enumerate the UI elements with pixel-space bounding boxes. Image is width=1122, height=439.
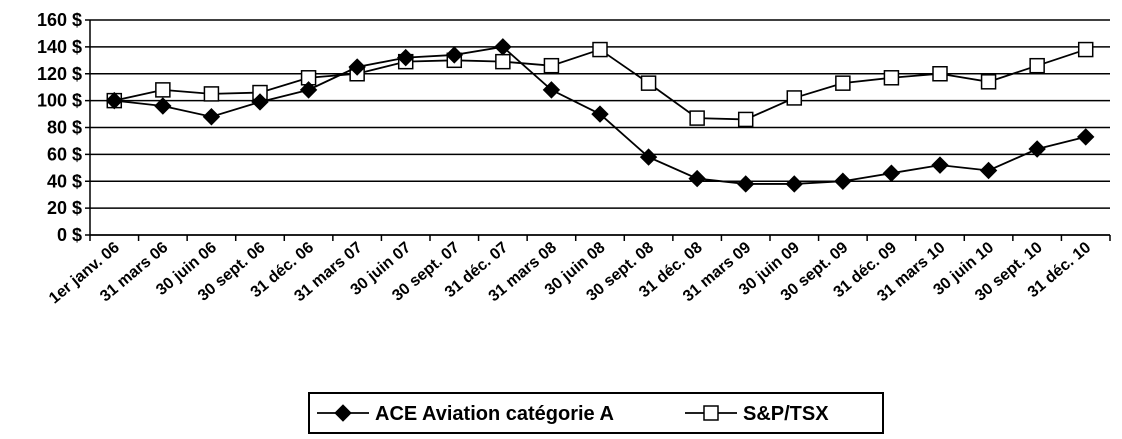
data-point-diamond	[1077, 128, 1095, 146]
data-point-square	[203, 86, 220, 102]
legend-entry-1: S&P/TSX	[685, 403, 829, 425]
data-point-diamond	[834, 172, 852, 190]
data-point-diamond	[251, 93, 269, 111]
data-point-diamond	[979, 161, 998, 180]
legend-box	[308, 392, 884, 434]
data-point-square	[737, 111, 754, 128]
legend-entry-0: ACE Aviation catégorie A	[317, 403, 614, 425]
y-tick-label: 60 $	[47, 144, 82, 164]
data-point-diamond	[348, 58, 366, 76]
data-point-square	[1077, 41, 1094, 58]
data-point-diamond	[154, 97, 172, 115]
data-point-square	[703, 405, 719, 421]
data-point-square	[689, 110, 705, 126]
data-point-diamond	[397, 48, 415, 67]
y-tick-label: 20 $	[47, 198, 82, 218]
y-tick-label: 40 $	[47, 171, 82, 191]
data-point-diamond	[639, 148, 658, 166]
y-tick-label: 80 $	[47, 118, 82, 138]
data-point-diamond	[688, 169, 706, 188]
data-point-square	[495, 53, 511, 70]
y-tick-labels: 0 $ 20 $ 40 $ 60 $ 80 $ 100 $ 120 $ 140 $ 160 $	[37, 10, 82, 245]
data-point-square	[640, 75, 657, 91]
data-point-diamond	[882, 164, 901, 182]
data-point-square	[932, 66, 948, 82]
data-point-diamond	[737, 175, 755, 193]
y-tick-label: 120 $	[37, 64, 82, 84]
y-tick-label: 100 $	[37, 91, 82, 111]
data-point-diamond	[494, 38, 512, 56]
series-1	[106, 41, 1094, 128]
data-point-square	[883, 70, 900, 86]
series	[105, 38, 1095, 193]
data-point-square	[155, 82, 171, 98]
legend: ACE Aviation catégorie A S&P/TSX	[308, 392, 884, 434]
data-point-square	[543, 57, 560, 74]
data-point-square	[980, 74, 997, 90]
data-point-square	[835, 75, 851, 91]
data-point-square	[1029, 57, 1045, 74]
series-0	[105, 38, 1095, 193]
data-point-diamond	[542, 81, 561, 99]
legend-label: ACE Aviation catégorie A	[375, 403, 614, 425]
data-point-diamond	[105, 91, 123, 110]
legend-label: S&P/TSX	[743, 403, 829, 425]
data-point-diamond	[785, 175, 803, 193]
data-point-diamond	[1028, 140, 1046, 158]
data-point-square	[592, 41, 608, 58]
data-point-diamond	[334, 404, 352, 422]
data-point-square	[786, 90, 803, 106]
axes	[85, 19, 1111, 241]
y-tick-label: 0 $	[57, 225, 82, 245]
data-point-diamond	[202, 108, 221, 126]
data-point-diamond	[445, 46, 463, 64]
y-tick-label: 160 $	[37, 10, 82, 30]
data-point-diamond	[931, 156, 949, 174]
data-point-diamond	[591, 105, 609, 123]
data-point-diamond	[299, 81, 318, 99]
y-tick-label: 140 $	[37, 37, 82, 57]
